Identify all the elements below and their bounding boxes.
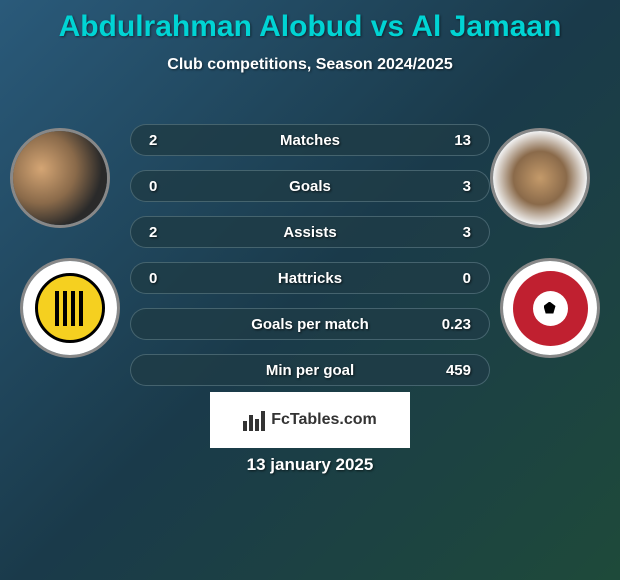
club-right-badge <box>500 258 600 358</box>
stat-label: Goals <box>209 178 411 195</box>
alraed-badge-icon <box>513 271 588 346</box>
stat-label: Matches <box>209 132 411 149</box>
club-left-logo <box>23 261 117 355</box>
stat-row-assists: 2 Assists 3 <box>130 216 490 248</box>
stat-right-value: 459 <box>411 362 471 379</box>
page-title: Abdulrahman Alobud vs Al Jamaan <box>0 0 620 44</box>
stat-label: Assists <box>209 224 411 241</box>
stat-right-value: 13 <box>411 132 471 149</box>
stat-left-value: 0 <box>149 270 209 287</box>
stat-right-value: 3 <box>411 178 471 195</box>
stats-list: 2 Matches 13 0 Goals 3 2 Assists 3 0 Hat… <box>130 124 490 400</box>
stat-row-matches: 2 Matches 13 <box>130 124 490 156</box>
stat-left-value: 2 <box>149 132 209 149</box>
subtitle: Club competitions, Season 2024/2025 <box>0 56 620 74</box>
stat-right-value: 0 <box>411 270 471 287</box>
stat-row-hattricks: 0 Hattricks 0 <box>130 262 490 294</box>
stat-label: Min per goal <box>209 362 411 379</box>
stat-right-value: 0.23 <box>411 316 471 333</box>
stat-row-goals: 0 Goals 3 <box>130 170 490 202</box>
player-left-avatar <box>10 128 110 228</box>
stat-left-value: 0 <box>149 178 209 195</box>
stat-label: Goals per match <box>209 316 411 333</box>
stat-row-goals-per-match: Goals per match 0.23 <box>130 308 490 340</box>
player-right-avatar <box>490 128 590 228</box>
player-left-photo <box>13 131 107 225</box>
stat-left-value: 2 <box>149 224 209 241</box>
stat-label: Hattricks <box>209 270 411 287</box>
chart-icon <box>243 409 265 431</box>
club-left-badge <box>20 258 120 358</box>
comparison-card: Abdulrahman Alobud vs Al Jamaan Club com… <box>0 0 620 580</box>
stat-row-min-per-goal: Min per goal 459 <box>130 354 490 386</box>
club-right-logo <box>503 261 597 355</box>
date-label: 13 january 2025 <box>247 455 374 475</box>
ittihad-badge-icon <box>35 273 105 343</box>
player-right-photo <box>493 131 587 225</box>
stat-right-value: 3 <box>411 224 471 241</box>
watermark-text: FcTables.com <box>271 411 377 429</box>
watermark: FcTables.com <box>210 392 410 448</box>
